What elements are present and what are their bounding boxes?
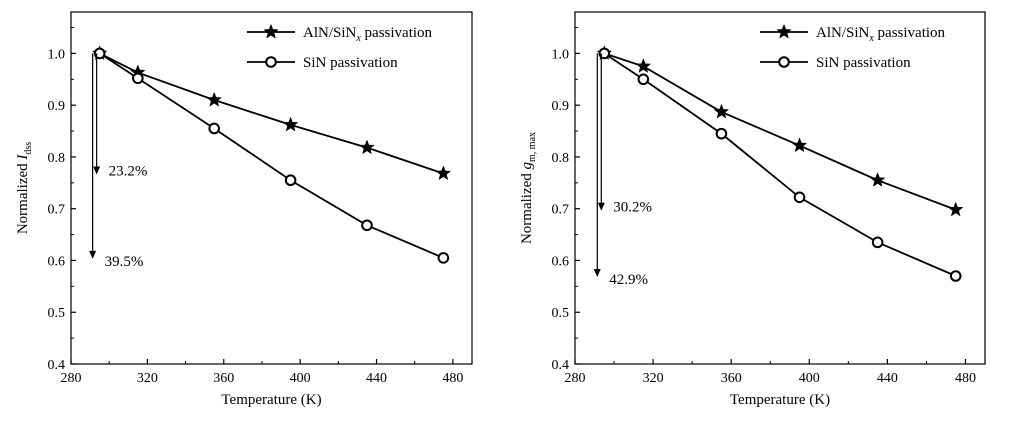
data-point-sin xyxy=(437,252,450,264)
x-tick-label: 360 xyxy=(721,371,742,386)
x-tick-label: 400 xyxy=(799,371,820,386)
chart-transconductance: 280 320 360 400 440 480 0.4 0.5 0.6 0.7 0.8 0.9 1.0 T… xyxy=(519,11,986,408)
x-tick-label: 320 xyxy=(137,371,158,386)
data-point-aln-sinx xyxy=(435,165,452,181)
y-tick-label: 1.0 xyxy=(552,47,570,62)
y-tick-label: 0.5 xyxy=(48,306,66,321)
y-tick-label: 0.8 xyxy=(48,151,66,166)
legend-marker xyxy=(776,23,792,39)
data-point-sin xyxy=(208,122,221,135)
data-point-sin xyxy=(598,47,611,60)
y-tick-label: 0.6 xyxy=(48,254,66,269)
x-tick-label: 400 xyxy=(290,371,311,386)
data-point-sin xyxy=(132,72,144,85)
y-axis-title: Normalized Idss xyxy=(15,142,34,234)
data-point-aln-sinx xyxy=(282,116,299,132)
y-tick-label: 0.4 xyxy=(48,358,66,373)
data-point-sin xyxy=(871,236,884,249)
x-tick-label: 480 xyxy=(442,371,463,386)
y-tick-label: 0.6 xyxy=(552,254,570,269)
drop-percentage-label: 42.9% xyxy=(609,272,648,288)
data-point-aln-sinx xyxy=(947,201,964,217)
y-tick-label: 0.9 xyxy=(48,99,66,114)
legend-label: SiN passivation xyxy=(303,55,398,71)
drop-arrow-head xyxy=(597,202,605,211)
series-line-sin xyxy=(603,52,957,277)
data-point-aln-sinx xyxy=(791,137,808,153)
legend-marker xyxy=(263,23,279,39)
plot-frame xyxy=(574,11,986,365)
drop-percentage-label: 39.5% xyxy=(105,254,144,270)
legend-marker xyxy=(778,56,790,68)
drop-percentage-label: 23.2% xyxy=(109,164,148,180)
x-tick-label: 320 xyxy=(643,371,664,386)
data-point-aln-sinx xyxy=(206,91,223,107)
data-point-sin xyxy=(284,174,297,187)
y-tick-label: 0.8 xyxy=(552,151,570,166)
data-point-sin xyxy=(637,73,650,86)
data-point-sin xyxy=(949,270,962,282)
drop-percentage-label: 30.2% xyxy=(613,200,652,216)
data-point-aln-sinx xyxy=(635,58,652,73)
series-line-aln-sinx xyxy=(604,52,957,211)
chart-drain-current: 280 320 360 400 440 480 0.4 0.5 0.6 0.7 0.8 0.9 1.0 T… xyxy=(15,11,473,408)
x-tick-label: 480 xyxy=(955,371,976,386)
x-axis-title: Temperature (K) xyxy=(221,392,321,408)
data-point-aln-sinx xyxy=(869,172,886,187)
y-tick-label: 0.4 xyxy=(552,358,570,373)
drop-arrow-head xyxy=(593,269,601,277)
y-axis-title: Normalized gm, max xyxy=(519,132,538,244)
data-point-aln-sinx xyxy=(713,103,730,119)
x-tick-label: 440 xyxy=(877,371,898,386)
legend-label: SiN passivation xyxy=(816,55,911,71)
y-tick-label: 1.0 xyxy=(48,47,66,62)
x-tick-label: 280 xyxy=(61,371,82,386)
y-tick-label: 0.9 xyxy=(552,99,570,114)
y-tick-label: 0.7 xyxy=(552,203,570,218)
data-point-sin xyxy=(361,219,373,232)
series-line-sin xyxy=(99,52,444,259)
y-tick-label: 0.5 xyxy=(552,306,570,321)
legend-label: AlN/SiNx passivation xyxy=(303,25,433,44)
series-line-aln-sinx xyxy=(99,52,444,175)
x-tick-label: 280 xyxy=(565,371,586,386)
y-tick-label: 0.7 xyxy=(48,203,66,218)
data-point-aln-sinx xyxy=(359,139,375,155)
data-point-sin xyxy=(793,191,806,204)
x-tick-label: 440 xyxy=(366,371,387,386)
x-tick-label: 360 xyxy=(213,371,234,386)
legend-label: AlN/SiNx passivation xyxy=(816,25,946,44)
x-axis-title: Temperature (K) xyxy=(730,392,830,408)
plot-frame xyxy=(70,11,473,365)
drop-arrow-head xyxy=(89,250,97,259)
legend-marker xyxy=(265,56,277,68)
drop-arrow-head xyxy=(93,166,101,175)
data-point-sin xyxy=(715,127,728,140)
